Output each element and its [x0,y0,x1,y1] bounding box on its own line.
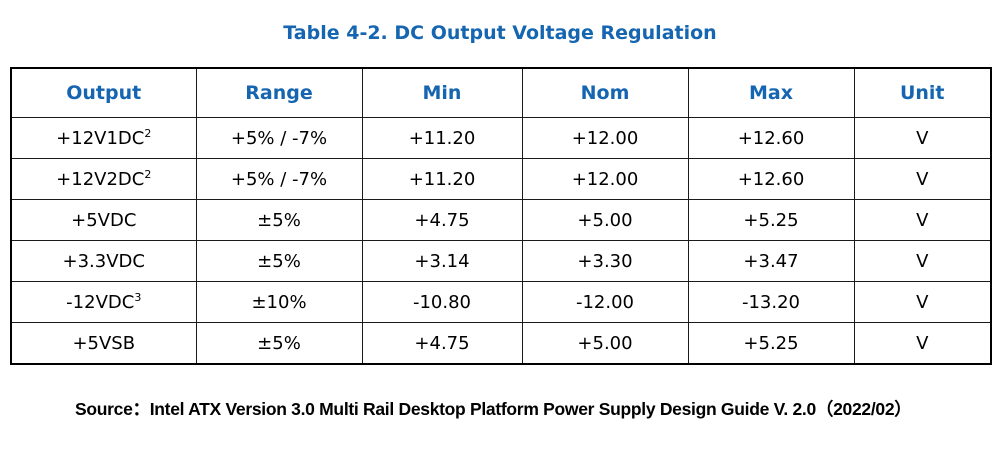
nom-cell: -12.00 [521,281,689,323]
max-cell: +12.60 [687,158,855,200]
unit-cell: V [853,240,992,282]
output-label: +5VDC [71,209,137,231]
table-row: +5VDC ±5% +4.75 +5.00 +5.25 V [10,199,992,241]
column-header-min: Min [361,67,523,118]
output-cell: +5VDC [10,199,197,241]
unit-cell: V [853,322,992,365]
unit-cell: V [853,281,992,323]
range-cell: ±10% [195,281,363,323]
nom-cell: +12.00 [521,117,689,159]
output-cell: +12V2DC2 [10,158,197,200]
nom-cell: +3.30 [521,240,689,282]
output-label: +5VSB [72,332,136,354]
min-cell: +4.75 [361,322,523,365]
range-cell: ±5% [195,322,363,365]
table-header-row: Output Range Min Nom Max Unit [10,67,992,118]
output-cell: -12VDC3 [10,281,197,323]
output-label: +12V1DC [56,127,145,149]
source-note: Source：Intel ATX Version 3.0 Multi Rail … [75,399,912,419]
min-cell: +3.14 [361,240,523,282]
min-cell: +4.75 [361,199,523,241]
dc-output-voltage-table: Output Range Min Nom Max Unit +12V1DC2 +… [10,67,992,365]
table-row: +12V1DC2 +5% / -7% +11.20 +12.00 +12.60 … [10,117,992,159]
table-row: +5VSB ±5% +4.75 +5.00 +5.25 V [10,322,992,365]
footnote-ref: 2 [144,126,152,140]
unit-cell: V [853,199,992,241]
table-row: +3.3VDC ±5% +3.14 +3.30 +3.47 V [10,240,992,282]
table-row: +12V2DC2 +5% / -7% +11.20 +12.00 +12.60 … [10,158,992,200]
unit-cell: V [853,158,992,200]
max-cell: +3.47 [687,240,855,282]
table-title: Table 4-2. DC Output Voltage Regulation [283,22,717,44]
nom-cell: +5.00 [521,199,689,241]
max-cell: +5.25 [687,322,855,365]
range-cell: +5% / -7% [195,158,363,200]
min-cell: -10.80 [361,281,523,323]
range-cell: ±5% [195,199,363,241]
footnote-ref: 2 [144,167,152,181]
column-header-range: Range [195,67,363,118]
nom-cell: +5.00 [521,322,689,365]
range-cell: +5% / -7% [195,117,363,159]
nom-cell: +12.00 [521,158,689,200]
column-header-max: Max [687,67,855,118]
min-cell: +11.20 [361,158,523,200]
unit-cell: V [853,117,992,159]
output-cell: +5VSB [10,322,197,365]
column-header-output: Output [10,67,197,118]
output-cell: +12V1DC2 [10,117,197,159]
output-label: +3.3VDC [62,250,145,272]
range-cell: ±5% [195,240,363,282]
max-cell: +12.60 [687,117,855,159]
max-cell: -13.20 [687,281,855,323]
output-label: -12VDC [66,291,135,313]
column-header-nom: Nom [521,67,689,118]
output-cell: +3.3VDC [10,240,197,282]
output-label: +12V2DC [56,168,145,190]
column-header-unit: Unit [853,67,992,118]
min-cell: +11.20 [361,117,523,159]
footnote-ref: 3 [134,290,142,304]
max-cell: +5.25 [687,199,855,241]
table-row: -12VDC3 ±10% -10.80 -12.00 -13.20 V [10,281,992,323]
